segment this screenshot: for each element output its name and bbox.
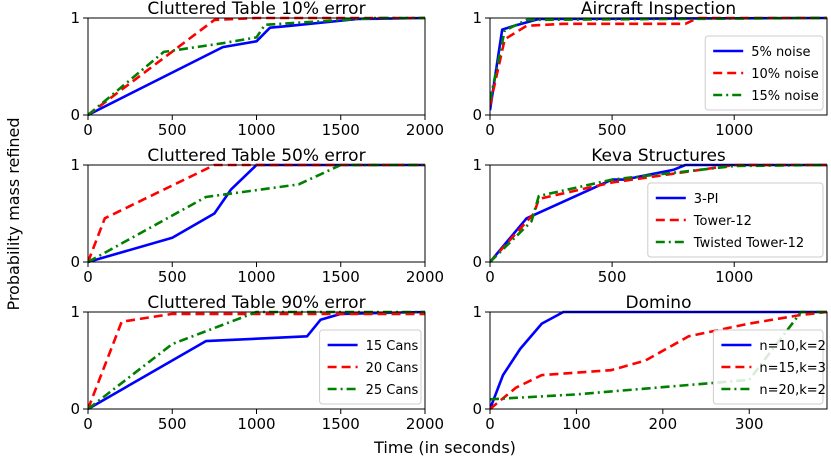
x-tick-label: 0 [485,268,495,286]
series-line-25-cans [88,16,425,116]
legend-label: 3-PI [694,192,719,207]
x-tick-label: 300 [735,415,764,433]
legend-label: 10% noise [751,67,819,82]
x-tick-label: 0 [485,415,495,433]
legend: 3-PI Tower-12 Twisted Tower-12 [647,182,824,258]
series-line-15-cans [88,16,425,117]
x-tick-label: 1000 [715,121,753,139]
x-tick-label: 2000 [406,268,444,286]
x-tick-label: 500 [158,415,187,433]
y-tick-label: 1 [472,9,482,27]
legend-box [712,329,824,405]
x-tick-label: 1000 [715,268,753,286]
legend: 15 Cans 20 Cans 25 Cans [319,329,422,405]
y-tick-label: 0 [70,253,80,271]
y-tick-label: 0 [70,106,80,124]
series-line-15-noise [490,16,827,101]
axes-frame [489,17,828,116]
x-tick-label: 100 [562,415,591,433]
y-tick-label: 1 [472,303,482,321]
y-tick-label: 0 [472,253,482,271]
y-axis-label: Probability mass refined [4,117,23,310]
x-tick-label: 1000 [237,268,275,286]
panel-title: Cluttered Table 50% error [147,146,365,166]
legend-label: n=15,k=3 [759,361,826,376]
x-tick-label: 0 [83,121,93,139]
x-tick-label: 500 [158,121,187,139]
x-tick-label: 0 [83,268,93,286]
y-tick-label: 1 [70,156,80,174]
panel-4: Keva Structures 0 500 1000 0 1 3-PI Tower-12 Twi… [472,146,828,286]
legend-label: Tower-12 [693,214,752,229]
panel-3: Cluttered Table 50% error 0 500 1000 1500 200… [70,146,444,286]
legend-label: n=10,k=2 [759,339,826,354]
x-tick-label: 1000 [237,121,275,139]
y-tick-label: 1 [472,156,482,174]
panel-title: Aircraft Inspection [581,0,736,19]
legend-label: 25 Cans [366,383,419,398]
legend-label: n=20,k=2 [759,383,826,398]
y-tick-label: 0 [472,106,482,124]
legend-label: 20 Cans [366,361,419,376]
series-line-10-noise [490,16,827,106]
y-tick-label: 0 [472,400,482,418]
legend: n=10,k=2 n=15,k=3 n=20,k=2 [712,329,826,405]
x-tick-label: 1500 [322,268,360,286]
y-tick-label: 1 [70,9,80,27]
legend-box [319,329,422,405]
x-tick-label: 0 [485,121,495,139]
x-tick-label: 2000 [406,121,444,139]
x-axis-label: Time (in seconds) [373,438,516,457]
series-line-20-cans [88,16,425,117]
panel-1: Cluttered Table 10% error 0 500 1000 1500 200… [70,0,444,139]
panel-title: Domino [626,293,692,313]
x-tick-label: 500 [158,268,187,286]
x-tick-label: 1500 [322,415,360,433]
legend-label: 15% noise [751,89,819,104]
panel-6: Domino 0 100 200 300 0 1 n=10,k=2 n=15,k=3 n=20,k… [472,293,828,433]
legend-label: 15 Cans [366,339,419,354]
axes-frame [489,311,828,410]
legend: 5% noise 10% noise 15% noise [704,35,824,111]
panel-title: Cluttered Table 90% error [147,293,365,313]
series-line-twisted-tower-12 [490,163,827,263]
axes-frame [489,164,828,263]
legend-box [647,182,824,258]
x-tick-label: 0 [83,415,93,433]
x-tick-label: 1000 [237,415,275,433]
x-tick-label: 200 [649,415,678,433]
panel-title: Keva Structures [591,146,726,166]
series-line-n-20-k-2 [490,310,827,401]
series-line-15-cans [88,163,425,264]
legend-label: Twisted Tower-12 [693,236,804,251]
legend-label: 5% noise [751,45,810,60]
y-tick-label: 0 [70,400,80,418]
y-tick-label: 1 [70,303,80,321]
panel-title: Cluttered Table 10% error [147,0,365,19]
series-line-20-cans [88,312,425,410]
series-line-25-cans [88,163,425,264]
x-tick-label: 2000 [406,415,444,433]
panel-5: Cluttered Table 90% error 0 500 1000 1500 200… [70,293,444,433]
legend-box [704,35,824,111]
x-tick-label: 500 [598,121,627,139]
axes-frame [87,17,426,116]
x-tick-label: 500 [598,268,627,286]
series-line-n-15-k-3 [490,310,827,411]
x-tick-label: 1500 [322,121,360,139]
